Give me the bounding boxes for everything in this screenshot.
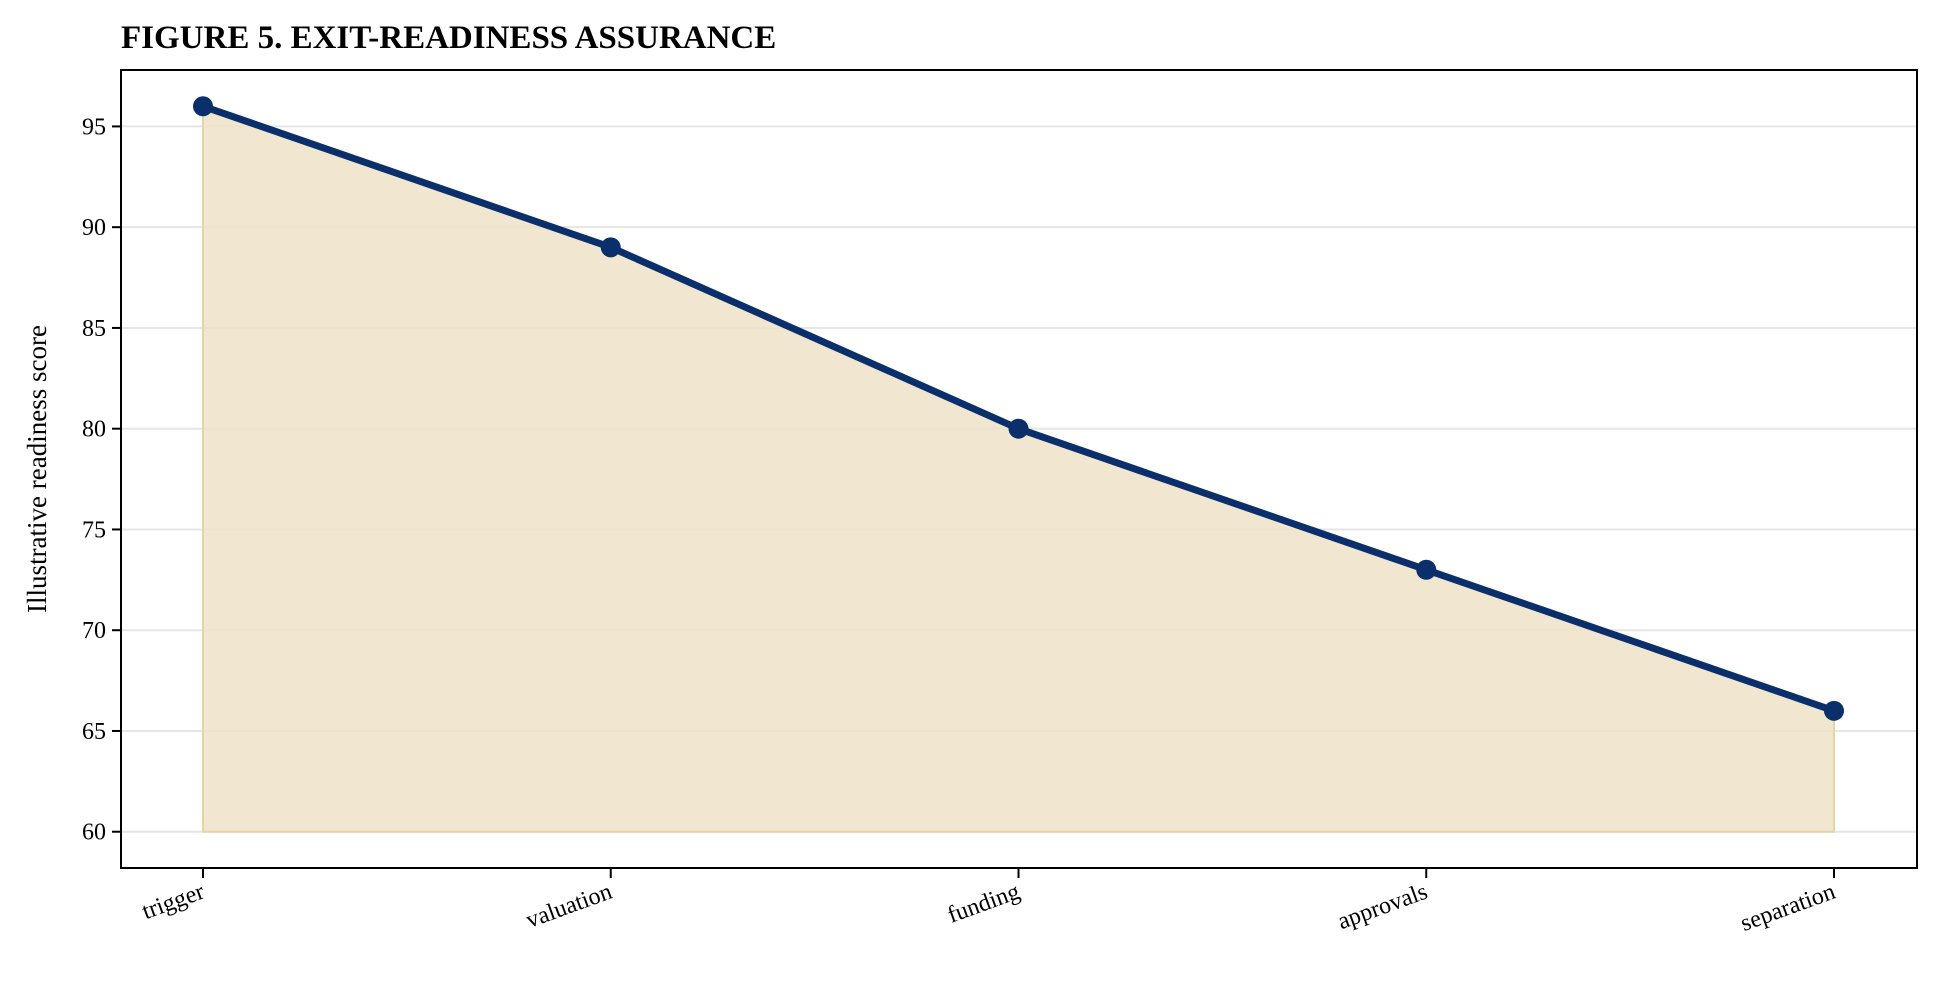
chart-title: FIGURE 5. EXIT-READINESS ASSURANCE <box>121 20 776 56</box>
series-area <box>202 104 1835 833</box>
x-tick-label: approvals <box>1334 879 1431 935</box>
x-tick-label: separation <box>1737 879 1839 937</box>
y-tick-label: 65 <box>82 719 106 745</box>
data-point <box>193 96 213 117</box>
y-tick-label: 70 <box>82 618 106 644</box>
x-tick-label: valuation <box>523 879 616 934</box>
y-axis-label: Illustrative readiness score <box>22 325 52 613</box>
y-tick-label: 85 <box>82 316 106 342</box>
data-point <box>1824 700 1844 721</box>
y-tick-label: 75 <box>82 517 106 543</box>
y-tick-label: 80 <box>82 417 106 443</box>
x-axis: trigger valuation funding approvals separati… <box>139 868 1839 937</box>
data-point <box>600 237 621 258</box>
x-tick-label: trigger <box>139 879 208 925</box>
data-point <box>1416 559 1437 580</box>
point-layer <box>193 96 1844 721</box>
y-tick-label: 90 <box>82 215 106 241</box>
area-layer <box>202 104 1835 833</box>
y-axis: 60 65 70 75 80 85 90 95 <box>82 114 121 846</box>
y-tick-label: 60 <box>82 820 106 846</box>
data-point <box>1008 418 1029 439</box>
x-tick-label: funding <box>944 879 1023 929</box>
y-tick-label: 95 <box>82 114 106 140</box>
